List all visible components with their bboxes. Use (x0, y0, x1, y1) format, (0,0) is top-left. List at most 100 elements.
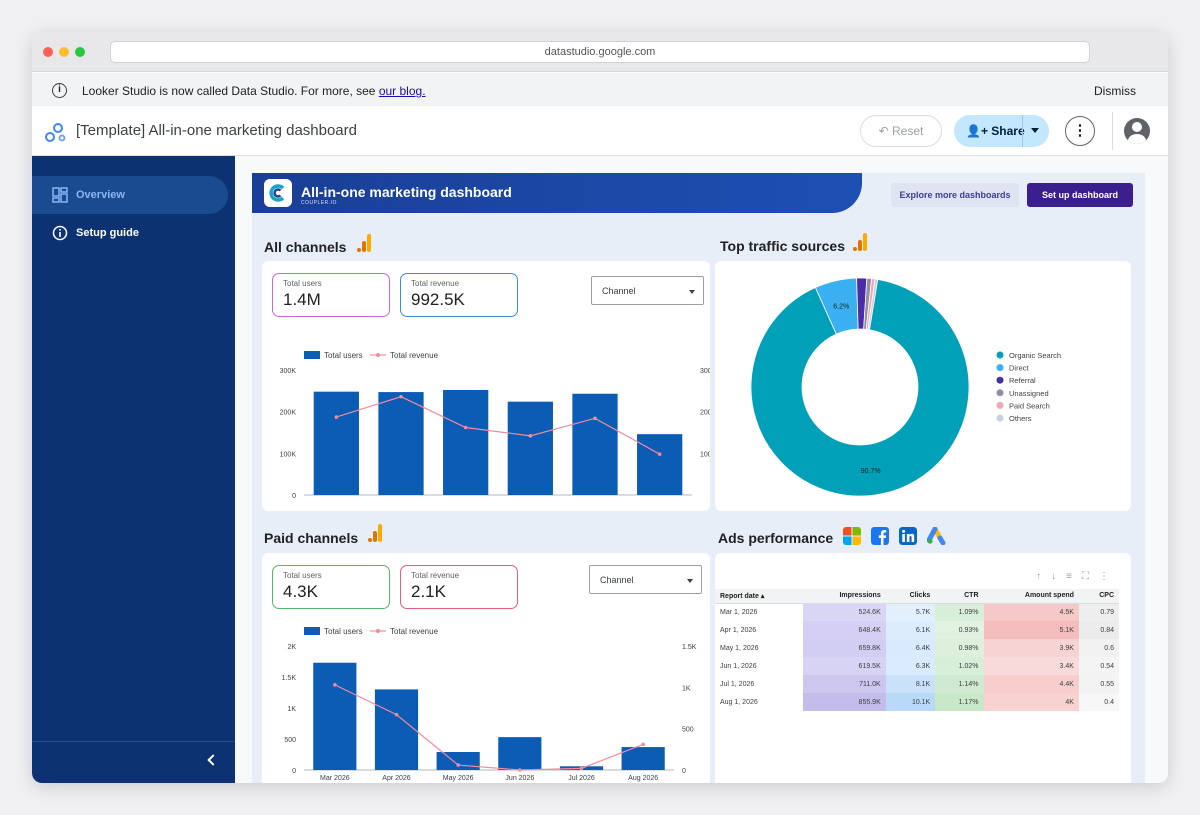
bar-total-users (313, 662, 357, 770)
y-axis-tick-label: 100K (280, 451, 297, 458)
table-cell: 10.1K (885, 693, 936, 711)
notice-message: Looker Studio is now called Data Studio.… (82, 84, 426, 98)
line-total-revenue (334, 684, 644, 771)
report-title[interactable]: [Template] All-in-one marketing dashboar… (76, 122, 357, 139)
maximize-window-button[interactable] (75, 47, 85, 57)
legend-label: Paid Search (1009, 401, 1050, 410)
table-cell: 1.14% (935, 675, 984, 693)
y2-axis-tick-label: 300K (700, 368, 710, 375)
close-window-button[interactable] (43, 47, 53, 57)
x-axis-tick-label: Jul 2026 (568, 775, 595, 782)
account-avatar[interactable] (1124, 118, 1150, 144)
sort-up-icon[interactable]: ↑ (1036, 571, 1042, 582)
reset-button[interactable]: ↶ Reset (860, 115, 942, 147)
x-axis-tick-label: Aug 2026 (628, 775, 658, 782)
minimize-window-button[interactable] (59, 47, 69, 57)
point-total-revenue (394, 712, 399, 717)
line-total-revenue (336, 396, 660, 455)
kpi-total-revenue: Total revenue 992.5K (400, 273, 518, 317)
point-total-revenue (518, 768, 522, 772)
table-body: Mar 1, 2026 524.6K 5.7K 1.09% 4.5K 0.79 Apr 1,… (715, 603, 1119, 711)
add-person-icon: 👤+ (966, 124, 992, 138)
table-header-row: Report date ▴ Impressions Clicks CTR Amount … (715, 589, 1119, 604)
share-label: 👤+ Share (966, 124, 1025, 138)
y-axis-tick-label: 0 (292, 768, 296, 775)
sidebar-item-label: Overview (76, 189, 125, 201)
traffic-donut-chart: 90.7% 6.2% Organic Search Direct Referral Una… (750, 277, 1061, 497)
info-icon: i (52, 83, 67, 98)
table-cell: 648.4K (802, 621, 886, 639)
collapse-sidebar-button[interactable] (32, 741, 235, 783)
column-header[interactable]: Report date ▴ (715, 589, 803, 604)
legend-label-revenue: Total revenue (390, 627, 439, 636)
legend-swatch (996, 364, 1004, 372)
legend-label: Organic Search (1009, 351, 1061, 360)
legend-swatch (996, 376, 1004, 384)
filter-icon[interactable]: ≡ (1066, 571, 1072, 582)
table-cell: Apr 1, 2026 (720, 626, 757, 634)
y2-axis-tick-label: 200K (700, 410, 710, 417)
dashboard-title: All-in-one marketing dashboard (301, 184, 512, 200)
paid-channels-chart: Total users Total revenue 0 500 1K 1.5K 2K 0 500… (282, 627, 697, 782)
browser-window: datastudio.google.com i Looker Studio is… (32, 32, 1168, 783)
table-cell: 659.8K (802, 639, 886, 657)
table-cell: 619.5K (802, 657, 886, 675)
sort-down-icon[interactable]: ↓ (1051, 571, 1057, 582)
google-analytics-icon (357, 234, 371, 252)
bar-total-users (621, 747, 665, 770)
bar-total-users (443, 390, 489, 495)
column-header[interactable]: CPC (1078, 589, 1119, 604)
microsoft-ads-icon (843, 527, 861, 545)
bar-total-users (507, 401, 553, 495)
all-channels-chart: Total users Total revenue 0 100K 200K 300K 100… (280, 351, 710, 498)
column-header[interactable]: Clicks (885, 589, 936, 604)
linkedin-icon (899, 527, 917, 545)
x-axis-tick-label: Apr 2026 (382, 775, 411, 782)
legend-label: Unassigned (1009, 389, 1049, 398)
y2-axis-tick-label: 1.5K (682, 644, 697, 651)
legend-swatch (996, 401, 1004, 409)
bar-total-users (498, 737, 542, 770)
share-button[interactable]: 👤+ Share (954, 115, 1049, 147)
ads-table: Report date ▴ Impressions Clicks CTR Amount … (715, 589, 1119, 711)
paid-channels-title: Paid channels (264, 530, 359, 546)
table-cell: 0.4 (1078, 693, 1119, 711)
facebook-icon (871, 527, 889, 545)
column-header[interactable]: Impressions (802, 589, 886, 604)
fullscreen-icon[interactable]: ⛶ (1082, 571, 1089, 582)
legend-label-users: Total users (324, 627, 363, 636)
table-row: Jun 1, 2026 619.5K 6.3K 1.02% 3.4K 0.54 (715, 657, 1119, 675)
dismiss-button[interactable]: Dismiss (1094, 84, 1136, 98)
page-sidebar: Overview Setup guide (32, 156, 235, 783)
table-cell: Mar 1, 2026 (720, 608, 758, 616)
sidebar-item-setup-guide[interactable]: Setup guide (32, 214, 228, 252)
address-bar[interactable]: datastudio.google.com (110, 41, 1090, 63)
column-header[interactable]: CTR (935, 589, 984, 604)
point-total-revenue (579, 766, 584, 771)
coupler-logo-icon (264, 179, 292, 207)
legend-label: Referral (1009, 376, 1036, 385)
app-header: [Template] All-in-one marketing dashboar… (32, 106, 1168, 156)
sidebar-item-overview[interactable]: Overview (32, 176, 228, 214)
setup-dashboard-button[interactable]: Set up dashboard (1027, 183, 1133, 207)
blog-link[interactable]: our blog. (378, 84, 426, 98)
undo-icon: ↶ (878, 124, 893, 138)
table-cell: 524.6K (802, 603, 886, 621)
bar-total-users (378, 392, 424, 495)
point-total-revenue (528, 434, 533, 438)
y-axis-tick-label: 200K (280, 410, 297, 417)
channel-dropdown[interactable]: Channel (591, 276, 704, 305)
more-options-button[interactable]: ⋮ (1065, 116, 1095, 146)
explore-dashboards-button[interactable]: Explore more dashboards (891, 183, 1019, 207)
kpi-value: 4.3K (283, 582, 318, 601)
paid-channel-dropdown[interactable]: Channel (589, 565, 702, 594)
donut-slice (750, 278, 970, 497)
share-dropdown-icon[interactable] (1031, 128, 1039, 133)
column-header[interactable]: Amount spend (983, 589, 1079, 604)
rename-notice: i Looker Studio is now called Data Studi… (32, 73, 1168, 106)
y2-axis-tick-label: 1K (682, 685, 691, 692)
table-cell: Jul 1, 2026 (720, 680, 755, 688)
legend-marker-revenue (376, 629, 380, 633)
more-vert-icon[interactable]: ⋮ (1099, 571, 1109, 582)
point-total-revenue (657, 452, 662, 456)
